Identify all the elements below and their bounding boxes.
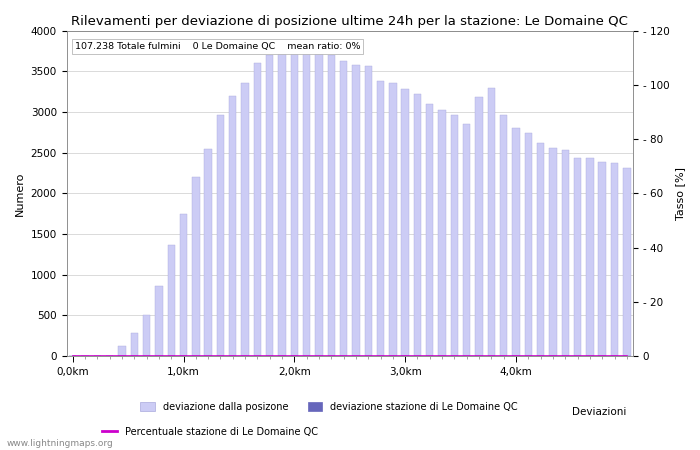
Percentuale stazione di Le Domaine QC [512, 353, 520, 359]
Bar [167, 245, 175, 356]
Bar [290, 52, 298, 356]
Bar [352, 65, 360, 356]
Percentuale stazione di Le Domaine QC [80, 353, 89, 359]
Bar [328, 55, 335, 356]
Legend: deviazione dalla posizone, deviazione stazione di Le Domaine QC: deviazione dalla posizone, deviazione st… [136, 398, 522, 416]
Bar [524, 133, 532, 356]
Percentuale stazione di Le Domaine QC [290, 353, 298, 359]
Bar [402, 89, 409, 356]
Bar [463, 124, 470, 356]
Bar [414, 94, 421, 356]
Percentuale stazione di Le Domaine QC [622, 353, 631, 359]
Bar [377, 81, 384, 356]
Bar [143, 315, 150, 356]
Percentuale stazione di Le Domaine QC [401, 353, 410, 359]
Percentuale stazione di Le Domaine QC [340, 353, 348, 359]
Bar [438, 110, 446, 356]
Percentuale stazione di Le Domaine QC [229, 353, 237, 359]
Percentuale stazione di Le Domaine QC [561, 353, 569, 359]
Percentuale stazione di Le Domaine QC [536, 353, 545, 359]
Percentuale stazione di Le Domaine QC [463, 353, 471, 359]
Percentuale stazione di Le Domaine QC [253, 353, 262, 359]
Percentuale stazione di Le Domaine QC [216, 353, 225, 359]
Percentuale stazione di Le Domaine QC [377, 353, 385, 359]
Percentuale stazione di Le Domaine QC [389, 353, 397, 359]
Percentuale stazione di Le Domaine QC [241, 353, 249, 359]
Bar [475, 97, 483, 356]
Bar [155, 286, 162, 356]
Percentuale stazione di Le Domaine QC [315, 353, 323, 359]
Legend: Percentuale stazione di Le Domaine QC: Percentuale stazione di Le Domaine QC [99, 423, 321, 441]
Bar [266, 55, 274, 356]
Bar [315, 51, 323, 356]
Bar [623, 168, 631, 356]
Percentuale stazione di Le Domaine QC [155, 353, 163, 359]
Bar [279, 54, 286, 356]
Percentuale stazione di Le Domaine QC [500, 353, 508, 359]
Percentuale stazione di Le Domaine QC [475, 353, 483, 359]
Bar [574, 158, 581, 356]
Bar [426, 104, 433, 356]
Percentuale stazione di Le Domaine QC [130, 353, 139, 359]
Bar [365, 66, 372, 356]
Percentuale stazione di Le Domaine QC [413, 353, 421, 359]
Y-axis label: Numero: Numero [15, 171, 25, 216]
Percentuale stazione di Le Domaine QC [278, 353, 286, 359]
Bar [303, 50, 310, 356]
Bar [488, 87, 495, 356]
Bar [253, 63, 261, 356]
Text: 107.238 Totale fulmini    0 Le Domaine QC    mean ratio: 0%: 107.238 Totale fulmini 0 Le Domaine QC m… [75, 42, 360, 51]
Y-axis label: Tasso [%]: Tasso [%] [675, 167, 685, 220]
Bar [550, 148, 556, 356]
Bar [598, 162, 606, 356]
Percentuale stazione di Le Domaine QC [167, 353, 176, 359]
Percentuale stazione di Le Domaine QC [351, 353, 360, 359]
Percentuale stazione di Le Domaine QC [610, 353, 619, 359]
Bar [586, 158, 594, 356]
Percentuale stazione di Le Domaine QC [265, 353, 274, 359]
Bar [180, 215, 187, 356]
Bar [561, 150, 569, 356]
Percentuale stazione di Le Domaine QC [586, 353, 594, 359]
Percentuale stazione di Le Domaine QC [327, 353, 335, 359]
Percentuale stazione di Le Domaine QC [364, 353, 372, 359]
Bar [451, 115, 458, 356]
Percentuale stazione di Le Domaine QC [549, 353, 557, 359]
Percentuale stazione di Le Domaine QC [69, 353, 77, 359]
Percentuale stazione di Le Domaine QC [426, 353, 434, 359]
Percentuale stazione di Le Domaine QC [142, 353, 150, 359]
Bar [241, 83, 248, 356]
Percentuale stazione di Le Domaine QC [524, 353, 533, 359]
Percentuale stazione di Le Domaine QC [598, 353, 606, 359]
Percentuale stazione di Le Domaine QC [204, 353, 212, 359]
Percentuale stazione di Le Domaine QC [106, 353, 114, 359]
Percentuale stazione di Le Domaine QC [487, 353, 496, 359]
Text: Deviazioni: Deviazioni [572, 407, 626, 417]
Bar [217, 115, 224, 356]
Percentuale stazione di Le Domaine QC [450, 353, 459, 359]
Bar [611, 163, 618, 356]
Percentuale stazione di Le Domaine QC [438, 353, 447, 359]
Percentuale stazione di Le Domaine QC [302, 353, 311, 359]
Bar [204, 148, 212, 356]
Bar [340, 62, 347, 356]
Percentuale stazione di Le Domaine QC [118, 353, 126, 359]
Bar [192, 177, 199, 356]
Percentuale stazione di Le Domaine QC [93, 353, 102, 359]
Bar [229, 96, 237, 356]
Bar [118, 346, 125, 356]
Percentuale stazione di Le Domaine QC [192, 353, 200, 359]
Title: Rilevamenti per deviazione di posizione ultime 24h per la stazione: Le Domaine Q: Rilevamenti per deviazione di posizione … [71, 15, 628, 28]
Bar [500, 115, 507, 356]
Bar [389, 83, 396, 356]
Text: www.lightningmaps.org: www.lightningmaps.org [7, 439, 113, 448]
Bar [512, 128, 519, 356]
Percentuale stazione di Le Domaine QC [179, 353, 188, 359]
Bar [131, 333, 138, 356]
Bar [537, 143, 545, 356]
Percentuale stazione di Le Domaine QC [573, 353, 582, 359]
